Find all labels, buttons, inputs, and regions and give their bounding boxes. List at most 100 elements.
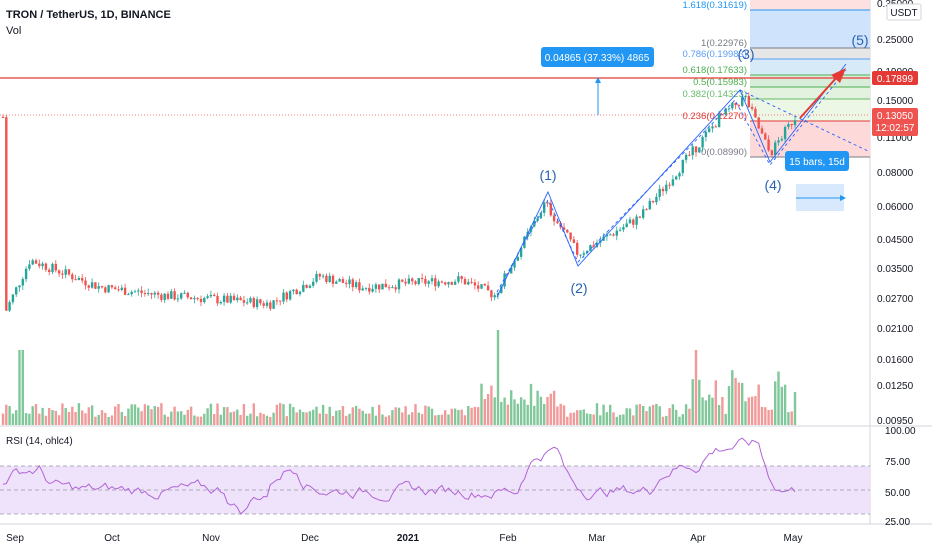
volume-bar bbox=[559, 403, 562, 425]
candle-body bbox=[734, 102, 737, 106]
fib-zone bbox=[750, 87, 870, 99]
volume-bar bbox=[272, 412, 275, 425]
rsi-tick-label: 50.00 bbox=[885, 488, 910, 499]
candle-body bbox=[444, 282, 447, 285]
measure-label: 0.04865 (37.33%) 4865 bbox=[545, 53, 650, 64]
volume-bar bbox=[625, 408, 628, 425]
volume-bar bbox=[226, 407, 229, 425]
volume-bar bbox=[717, 405, 721, 425]
volume-bar bbox=[582, 409, 585, 425]
candle-body bbox=[770, 150, 774, 156]
price-tick-label: 0.01600 bbox=[877, 355, 914, 366]
volume-bar bbox=[77, 403, 81, 425]
volume-bar bbox=[675, 409, 678, 425]
volume-bar bbox=[605, 412, 609, 425]
volume-bar bbox=[104, 412, 107, 425]
volume-bar bbox=[176, 411, 180, 425]
volume-bar bbox=[364, 413, 368, 425]
candle-body bbox=[206, 296, 209, 299]
candle-body bbox=[694, 146, 698, 153]
volume-bar bbox=[470, 407, 473, 425]
candle-body bbox=[156, 292, 160, 295]
volume-bar bbox=[506, 404, 510, 425]
volume-bar bbox=[430, 408, 434, 425]
candle-body bbox=[54, 263, 57, 271]
volume-bar bbox=[232, 411, 236, 425]
price-pane[interactable] bbox=[0, 0, 870, 425]
candle-body bbox=[252, 298, 255, 308]
volume-bar bbox=[708, 394, 711, 425]
volume-bar bbox=[193, 415, 196, 425]
candle-body bbox=[750, 106, 754, 109]
candle-body bbox=[81, 277, 84, 281]
candle-body bbox=[714, 126, 717, 128]
candle-body bbox=[24, 268, 28, 280]
candle-body bbox=[249, 298, 252, 303]
volume-bar bbox=[279, 403, 282, 425]
volume-bar bbox=[592, 414, 595, 425]
volume-bar bbox=[790, 411, 793, 425]
bars-range-tool[interactable]: 15 bars, 15d bbox=[785, 151, 849, 211]
volume-bar bbox=[71, 406, 74, 425]
volume-bar bbox=[503, 397, 506, 425]
rsi-tick-label: 25.00 bbox=[885, 517, 910, 528]
volume-bar bbox=[397, 407, 401, 425]
candle-body bbox=[787, 124, 790, 128]
volume-label: Vol bbox=[6, 25, 21, 37]
price-axis[interactable]: 0.350000.250000.190000.150000.110000.080… bbox=[877, 0, 914, 427]
candle-body bbox=[255, 299, 259, 308]
volume-bar bbox=[523, 399, 526, 425]
volume-bar bbox=[81, 410, 84, 425]
price-tick-label: 0.11000 bbox=[877, 133, 913, 144]
volume-bar bbox=[391, 410, 394, 425]
elliott-wave-lines[interactable] bbox=[496, 63, 871, 298]
currency-badge[interactable] bbox=[886, 3, 922, 21]
volume-bar bbox=[5, 404, 8, 425]
volume-bar bbox=[642, 405, 645, 425]
candle-body bbox=[559, 222, 562, 228]
volume-bar bbox=[724, 413, 727, 425]
candle-body bbox=[229, 295, 232, 303]
candle-body bbox=[483, 284, 486, 286]
projection-arrow[interactable] bbox=[799, 68, 846, 119]
volume-bar bbox=[678, 416, 681, 425]
candle-body bbox=[638, 216, 642, 218]
candle-body bbox=[493, 295, 496, 298]
candle-body bbox=[378, 284, 381, 290]
volume-bar bbox=[315, 406, 318, 425]
candle-body bbox=[31, 260, 34, 265]
candle-body bbox=[678, 173, 681, 177]
volume-bar bbox=[262, 413, 265, 425]
volume-bar bbox=[41, 407, 44, 425]
candle-body bbox=[552, 215, 556, 222]
candle-body bbox=[747, 95, 750, 107]
candle-body bbox=[186, 292, 189, 298]
volume-bar bbox=[312, 409, 315, 425]
candle-body bbox=[140, 290, 143, 294]
volume-bar bbox=[572, 412, 576, 425]
candle-body bbox=[196, 298, 199, 300]
candle-body bbox=[675, 176, 678, 180]
candle-body bbox=[764, 133, 767, 140]
candle-body bbox=[622, 227, 625, 230]
candle-body bbox=[394, 287, 397, 290]
candle-body bbox=[137, 290, 140, 292]
volume-bar bbox=[556, 406, 559, 425]
volume-bar bbox=[777, 371, 780, 425]
time-axis[interactable]: Sep Oct Nov Dec 2021 Feb Mar Apr May bbox=[6, 533, 802, 544]
volume-bar bbox=[120, 411, 123, 425]
volume-bar bbox=[325, 413, 328, 425]
candle-body bbox=[387, 287, 391, 289]
candle-body bbox=[642, 209, 645, 218]
candle-body bbox=[510, 267, 513, 274]
measure-tool[interactable]: 0.04865 (37.33%) 4865 bbox=[541, 47, 654, 115]
candle-body bbox=[15, 287, 18, 295]
candle-body bbox=[684, 154, 688, 160]
candle-body bbox=[417, 278, 420, 285]
fib-zone bbox=[750, 48, 870, 59]
candle-body bbox=[358, 282, 361, 291]
volume-bar bbox=[727, 386, 731, 425]
time-tick-label: Feb bbox=[499, 533, 517, 544]
volume-bar bbox=[741, 383, 744, 425]
